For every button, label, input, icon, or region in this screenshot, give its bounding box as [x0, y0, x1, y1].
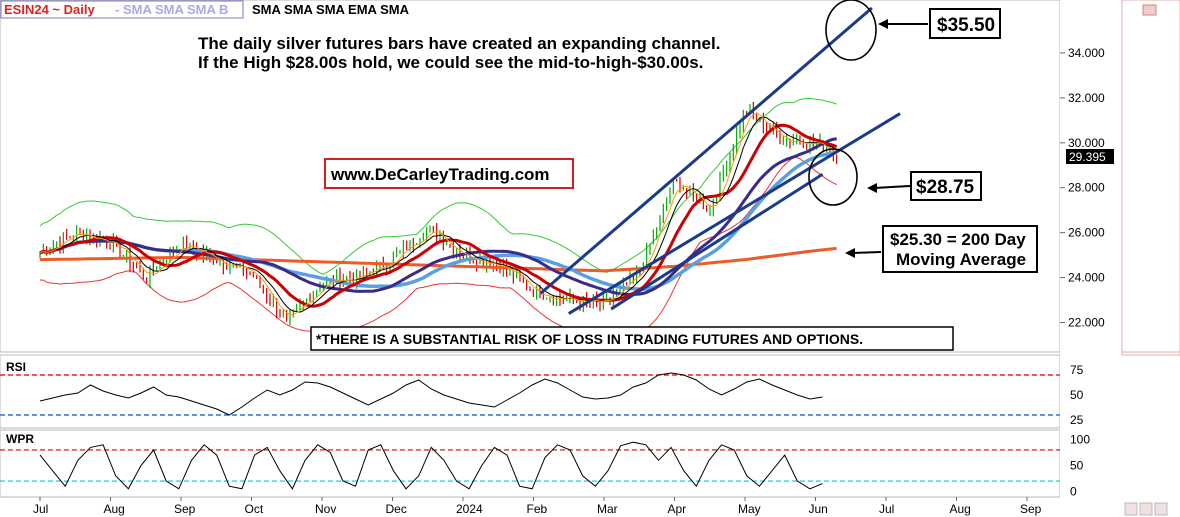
- support-label: $28.75: [916, 177, 975, 198]
- month-label-0: Jul: [33, 502, 48, 516]
- channel-support-line: [610, 172, 824, 311]
- wpr-title: WPR: [6, 432, 34, 446]
- wpr-indicator: 0 50 100: [0, 433, 1090, 498]
- month-label-13: Aug: [950, 502, 971, 516]
- rsi-tick-2: 75: [1070, 363, 1084, 377]
- rsi-indicator: 25 50 75: [0, 363, 1084, 427]
- month-label-9: Apr: [668, 502, 687, 516]
- channel-upper-line: [539, 6, 873, 295]
- bollinger-upper: [39, 97, 837, 275]
- rsi-tick-0: 25: [1070, 413, 1084, 427]
- price-tick-label-1: 24.000: [1068, 271, 1105, 285]
- wpr-tick-1: 50: [1070, 459, 1084, 473]
- month-label-8: Mar: [597, 502, 618, 516]
- ma200-label-line1: $25.30 = 200 Day: [890, 230, 1026, 249]
- price-tick-label-3: 28.000: [1068, 181, 1105, 195]
- wpr-tick-2: 100: [1070, 433, 1090, 447]
- symbol-label: ESIN24 ~ Daily: [4, 2, 95, 17]
- channel-lines: [539, 6, 901, 315]
- month-label-5: Dec: [386, 502, 407, 516]
- support-arrow: [873, 185, 911, 189]
- rsi-tick-1: 50: [1070, 388, 1084, 402]
- month-label-7: Feb: [527, 502, 548, 516]
- price-tick-label-0: 22.000: [1068, 316, 1105, 330]
- rsi-line: [39, 372, 823, 416]
- month-label-12: Jul: [879, 502, 894, 516]
- ma200-label-line2: Moving Average: [896, 250, 1026, 269]
- support-circle: [808, 148, 858, 206]
- month-label-1: Aug: [104, 502, 125, 516]
- last-price-marker: [1066, 149, 1114, 164]
- headline-line-2: If the High $28.00s hold, we could see t…: [198, 53, 703, 72]
- month-label-11: Jun: [809, 502, 828, 516]
- month-label-4: Nov: [315, 502, 336, 516]
- wpr-panel: [0, 429, 1061, 498]
- month-label-14: Sep: [1020, 502, 1042, 516]
- month-label-3: Oct: [245, 502, 264, 516]
- symbol-header-box[interactable]: [0, 0, 244, 19]
- last-price-value: 29.395: [1069, 150, 1106, 164]
- rsi-title: RSI: [6, 360, 26, 374]
- price-axis-ticks: 22.000 24.000 26.000 28.000 30.000 32.000 34.0…: [1060, 46, 1105, 330]
- moving-averages: [39, 112, 838, 316]
- price-tick-label-6: 34.000: [1068, 46, 1105, 60]
- ma-navy: [39, 137, 837, 297]
- price-tick-label-5: 32.000: [1068, 91, 1105, 105]
- price-axis: [1060, 0, 1120, 517]
- month-label-6: 2024: [456, 502, 483, 516]
- channel-lower-line: [567, 112, 901, 315]
- ma-200-day: [39, 246, 837, 273]
- bollinger-bands: [39, 97, 837, 334]
- panel-toggle-icon[interactable]: [1142, 4, 1157, 16]
- ma200-arrow: [851, 251, 882, 254]
- wpr-line: [39, 441, 823, 490]
- month-label-10: May: [738, 502, 761, 516]
- ma200-box: [882, 225, 1038, 273]
- scroll-icon[interactable]: [1154, 502, 1168, 516]
- disclaimer-box: [310, 326, 954, 351]
- price-tick-label-4: 30.000: [1068, 136, 1105, 150]
- ma-black: [39, 116, 838, 313]
- target-circle: [825, 0, 877, 61]
- month-axis: Jul Aug Sep Oct Nov Dec 2024 Feb Mar Apr May Jun Jul…: [33, 497, 1042, 516]
- zoom-out-icon[interactable]: [1124, 502, 1138, 516]
- rsi-panel: [0, 354, 1061, 429]
- target-label: $35.50: [937, 15, 995, 36]
- wpr-tick-0: 0: [1070, 484, 1077, 498]
- ma-red: [39, 123, 838, 308]
- indicator-list: SMA SMA SMA EMA SMA: [252, 2, 410, 17]
- ma-orange: [39, 112, 838, 316]
- website-box: [324, 158, 574, 189]
- indicator-list-faded: - SMA SMA SMA B: [115, 2, 228, 17]
- headline-line-1: The daily silver futures bars have creat…: [198, 34, 720, 53]
- month-label-2: Sep: [174, 502, 196, 516]
- target-box: [929, 8, 1001, 39]
- disclaimer-text: *THERE IS A SUBSTANTIAL RISK OF LOSS IN …: [316, 331, 863, 347]
- website-label[interactable]: www.DeCarleyTrading.com: [330, 165, 550, 184]
- zoom-in-icon[interactable]: [1139, 502, 1153, 516]
- price-tick-label-2: 26.000: [1068, 226, 1105, 240]
- support-box: [910, 171, 982, 201]
- right-margin-panel: [1121, 0, 1180, 356]
- bollinger-lower: [39, 156, 837, 334]
